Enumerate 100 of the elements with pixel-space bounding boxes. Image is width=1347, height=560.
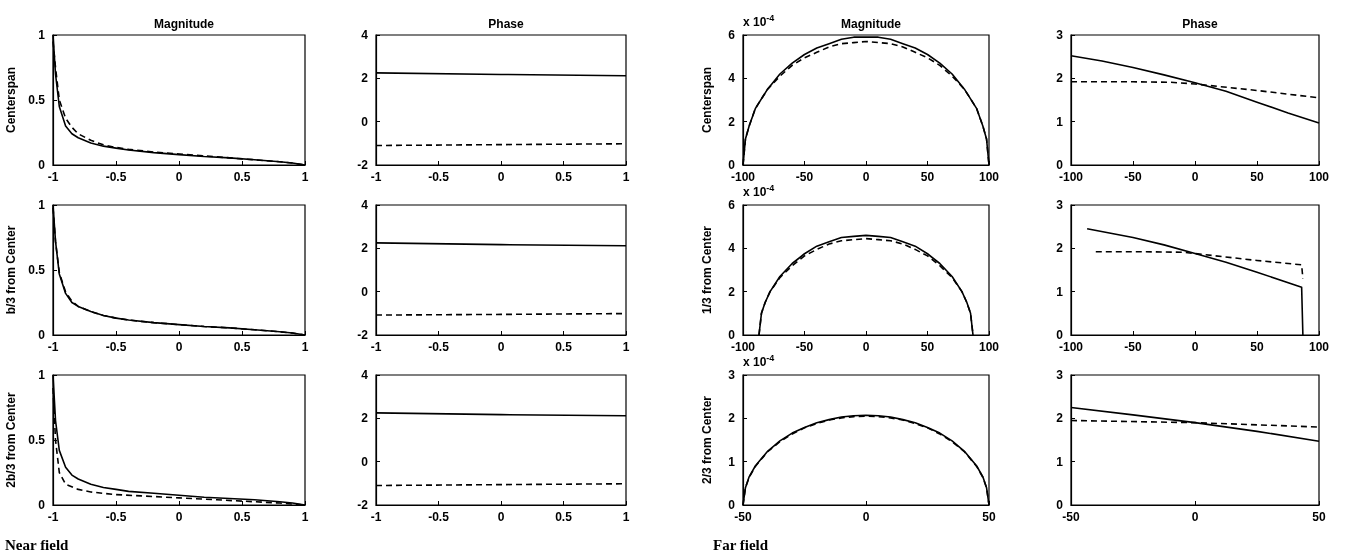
y-tick-label: 6 <box>728 198 736 212</box>
y-tick-label: 0 <box>361 114 369 129</box>
y-tick-label: 2 <box>728 114 736 129</box>
y-tick-label: 2 <box>1056 241 1064 256</box>
x-tick-label: -50 <box>734 510 752 524</box>
x-tick-label: 50 <box>1250 340 1264 354</box>
y-axis-title: 1/3 from Center <box>700 225 714 315</box>
y-tick-label: 0 <box>361 454 369 469</box>
y-tick-label: 4 <box>728 71 736 86</box>
x-tick-label: -1 <box>47 510 59 524</box>
y-tick-label: 2 <box>361 71 369 86</box>
y-tick-label: 4 <box>361 198 369 212</box>
x-tick-label: 0 <box>1191 170 1199 184</box>
x-tick-label: 1 <box>622 170 630 184</box>
y-tick-label: 2 <box>361 241 369 256</box>
x-tick-label: 0.5 <box>555 340 573 354</box>
chart-title: Magnitude <box>841 17 902 31</box>
y-tick-label: 1 <box>1056 114 1064 129</box>
x-tick-label: -100 <box>730 170 756 184</box>
x-tick-label: 0.5 <box>555 510 573 524</box>
y-tick-label: 4 <box>361 28 369 42</box>
y-tick-label: 1 <box>38 368 46 382</box>
y-tick-label: 4 <box>728 241 736 256</box>
x-tick-label: -0.5 <box>428 170 450 184</box>
y-tick-label: 0.5 <box>28 433 46 447</box>
x-tick-label: 0 <box>497 340 505 354</box>
x-tick-label: 100 <box>1308 170 1330 184</box>
x-tick-label: 0.5 <box>233 340 251 354</box>
y-axis-title: 2/3 from Center <box>700 395 714 485</box>
chart-title: Magnitude <box>154 17 215 31</box>
x-tick-label: -1 <box>370 340 382 354</box>
x-tick-label: -50 <box>795 340 814 354</box>
x-tick-label: 0 <box>862 170 870 184</box>
y-tick-label: -2 <box>357 498 369 512</box>
x-tick-label: 50 <box>1250 170 1264 184</box>
x-tick-label: -0.5 <box>105 170 127 184</box>
x-tick-label: -50 <box>1124 340 1142 354</box>
x-tick-label: -1 <box>370 170 382 184</box>
x-tick-label: -1 <box>47 340 59 354</box>
y-tick-label: 6 <box>728 28 736 42</box>
y-tick-label: 3 <box>1056 368 1064 382</box>
x-tick-label: -0.5 <box>428 510 450 524</box>
x-tick-label: 0.5 <box>233 510 251 524</box>
chart-title: Phase <box>488 17 524 31</box>
x-tick-label: 0 <box>1191 510 1199 524</box>
x-tick-label: -50 <box>795 170 814 184</box>
x-tick-label: -0.5 <box>105 340 127 354</box>
y-tick-label: 0 <box>728 498 736 512</box>
x-tick-label: -100 <box>1058 170 1084 184</box>
y-tick-label: 0 <box>38 328 46 342</box>
x-tick-label: 1 <box>301 170 309 184</box>
y-tick-label: 0.5 <box>28 93 46 107</box>
x-tick-label: 0 <box>175 340 183 354</box>
x-tick-label: 100 <box>978 340 1000 354</box>
x-tick-label: 0 <box>175 510 183 524</box>
x-tick-label: -0.5 <box>105 510 127 524</box>
y-tick-label: 3 <box>728 368 736 382</box>
y-axis-title: Centerspan <box>700 66 714 134</box>
y-tick-label: 2 <box>1056 71 1064 86</box>
x-tick-label: 50 <box>1312 510 1326 524</box>
x-tick-label: 0 <box>862 510 870 524</box>
x-tick-label: -100 <box>1058 340 1084 354</box>
x-tick-label: 1 <box>622 510 630 524</box>
x-tick-label: 0 <box>175 170 183 184</box>
y-tick-label: 1 <box>728 454 736 469</box>
x-tick-label: 0 <box>497 510 505 524</box>
y-axis-title: 2b/3 from Center <box>4 391 19 488</box>
y-tick-label: 1 <box>38 198 46 212</box>
x-tick-label: -1 <box>370 510 382 524</box>
x-tick-label: 0.5 <box>233 170 251 184</box>
y-tick-label: 1 <box>1056 454 1064 469</box>
y-tick-label: 4 <box>361 368 369 382</box>
x-tick-label: 100 <box>978 170 1000 184</box>
y-tick-label: 0 <box>1056 158 1064 172</box>
x-tick-label: 0 <box>862 340 870 354</box>
text: Far field <box>713 536 769 553</box>
y-tick-label: 0 <box>38 158 46 172</box>
y-tick-label: 3 <box>1056 28 1064 42</box>
y-tick-label: 1 <box>38 28 46 42</box>
y-tick-label: 2 <box>1056 411 1064 426</box>
x-tick-label: 1 <box>301 340 309 354</box>
x-tick-label: -0.5 <box>428 340 450 354</box>
x-tick-label: 50 <box>920 170 935 184</box>
x-tick-label: 50 <box>920 340 935 354</box>
y-tick-label: 2 <box>361 411 369 426</box>
x-tick-label: 0 <box>1191 340 1199 354</box>
x-tick-label: -50 <box>1124 170 1142 184</box>
x-tick-label: 1 <box>301 510 309 524</box>
y-tick-label: 2 <box>728 411 736 426</box>
chart-title: Phase <box>1182 17 1218 31</box>
y-tick-label: 0 <box>38 498 46 512</box>
x-tick-label: 100 <box>1308 340 1330 354</box>
y-tick-label: 0 <box>1056 328 1064 342</box>
x-tick-label: -1 <box>47 170 59 184</box>
y-tick-label: 2 <box>728 284 736 299</box>
y-tick-label: 0 <box>728 328 736 342</box>
x-tick-label: 1 <box>622 340 630 354</box>
y-axis-title: b/3 from Center <box>4 225 19 315</box>
x-tick-label: 0 <box>497 170 505 184</box>
y-tick-label: -2 <box>357 158 369 172</box>
